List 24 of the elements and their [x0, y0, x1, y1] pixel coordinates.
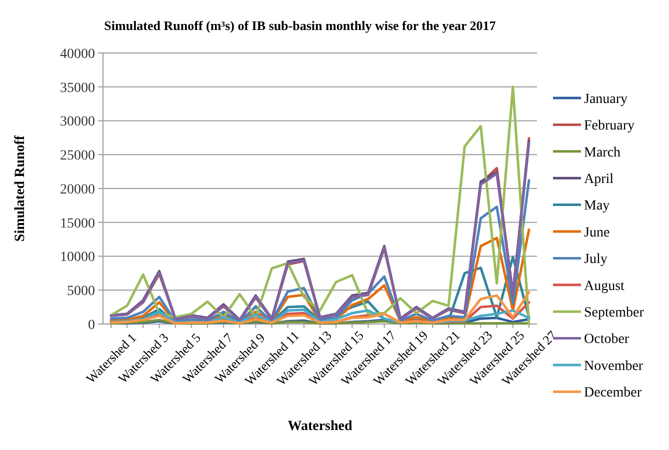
y-tick-label: 30000	[60, 114, 95, 130]
y-tick-label: 40000	[60, 46, 95, 62]
y-tick-label: 10000	[60, 250, 95, 266]
y-axis-title: Simulated Runoff	[13, 135, 28, 242]
legend-label: June	[584, 225, 610, 240]
legend-label: August	[584, 278, 625, 294]
legend-label: May	[584, 198, 610, 214]
y-tick-label: 5000	[67, 284, 95, 300]
legend-label: September	[584, 306, 644, 320]
legend-label: October	[584, 332, 630, 348]
y-tick-label: 35000	[60, 80, 95, 96]
legend-label: February	[584, 118, 635, 134]
x-axis-title: Watershed	[288, 419, 352, 434]
legend-label: November	[584, 358, 644, 374]
chart-title: Simulated Runoff (m³s) of IB sub-basin monthly wise for the year 2017	[104, 18, 496, 33]
y-tick-label: 20000	[60, 182, 95, 198]
legend-label: March	[584, 145, 621, 160]
legend-label: December	[584, 386, 642, 401]
y-tick-label: 0	[88, 318, 95, 333]
y-tick-label: 25000	[60, 148, 95, 164]
y-tick-label: 15000	[60, 216, 95, 232]
legend-label: January	[584, 92, 628, 107]
legend-label: July	[584, 252, 608, 268]
legend-label: April	[584, 172, 614, 187]
